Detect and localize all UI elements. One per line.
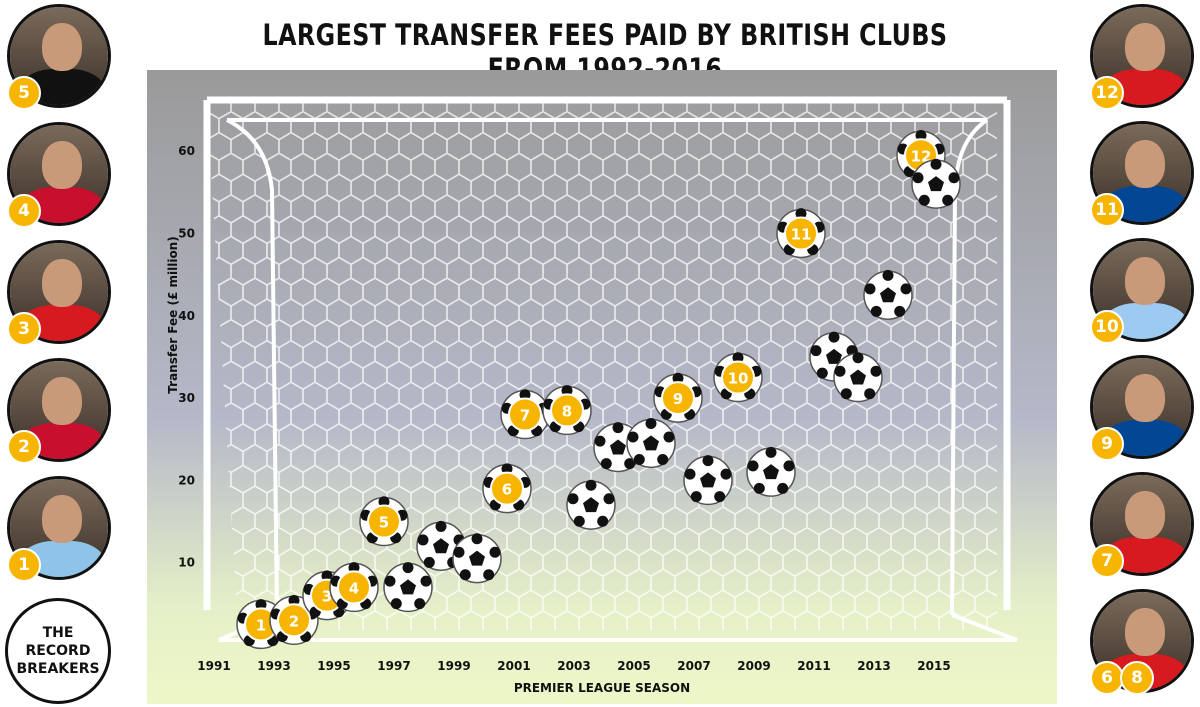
portrait-number-badge: 5: [7, 76, 41, 110]
player-portrait: [7, 240, 111, 344]
x-tick-label: 2007: [677, 659, 710, 673]
football-point: [746, 446, 796, 497]
football-point: [626, 418, 676, 469]
y-tick-label: 30: [178, 391, 195, 405]
portrait-number-badge: 8: [1120, 661, 1154, 695]
point-badge: [784, 216, 818, 251]
chart-title: LARGEST TRANSFER FEES PAID BY BRITISH CL…: [262, 18, 948, 86]
point-badge: [367, 504, 401, 539]
x-tick-label: 2011: [797, 659, 830, 673]
point-label: 4: [349, 579, 359, 597]
football-point: [911, 158, 961, 209]
y-axis-label: Transfer Fee (£ million): [166, 236, 180, 393]
football-point: [383, 562, 433, 613]
y-tick-label: 50: [178, 226, 195, 240]
point-label: 3: [322, 588, 332, 606]
point-label: 12: [911, 147, 932, 165]
football-point: 5: [359, 496, 409, 547]
record-line-2: RECORD: [25, 643, 91, 659]
football-point: 9: [653, 372, 703, 423]
x-tick-label: 1997: [377, 659, 410, 673]
x-tick-label: 2001: [497, 659, 530, 673]
portrait-number-badge: 12: [1090, 76, 1124, 110]
player-portrait: [7, 4, 111, 108]
point-label: 9: [673, 390, 683, 408]
football-point: 4: [329, 562, 379, 613]
portrait-number-badge: 6: [1090, 661, 1124, 695]
point-label: 10: [728, 370, 749, 388]
record-line-1: THE: [42, 625, 74, 641]
x-tick-label: 1991: [197, 659, 230, 673]
point-label: 6: [502, 481, 512, 499]
point-label: 5: [379, 514, 389, 532]
x-tick-label: 1993: [257, 659, 290, 673]
portrait-number-badge: 1: [7, 548, 41, 582]
portrait-number-badge: 10: [1090, 310, 1124, 344]
record-breakers-badge: THE RECORD BREAKERS: [5, 598, 111, 704]
y-tick-label: 40: [178, 309, 195, 323]
x-tick-label: 2015: [917, 659, 950, 673]
point-label: 7: [520, 407, 530, 425]
portrait-number-badge: 7: [1090, 544, 1124, 578]
portrait-number-badge: 3: [7, 312, 41, 346]
football-point: 11: [776, 208, 826, 259]
portrait-number-badge: 2: [7, 430, 41, 464]
football-point: 8: [542, 385, 592, 436]
point-badge: [277, 603, 311, 638]
goal-net: [207, 100, 1007, 630]
x-axis-label: PREMIER LEAGUE SEASON: [514, 681, 690, 695]
point-label: 8: [562, 402, 572, 420]
x-tick-label: 1995: [317, 659, 350, 673]
record-line-3: BREAKERS: [16, 661, 100, 677]
football-point: [452, 533, 502, 584]
x-tick-label: 2013: [857, 659, 890, 673]
point-badge: [661, 381, 695, 416]
point-badge: [337, 570, 371, 605]
football-point: [683, 455, 733, 506]
football-point: [833, 352, 883, 403]
y-tick-label: 20: [178, 473, 195, 487]
football-point: 6: [482, 463, 532, 514]
x-tick-label: 2009: [737, 659, 770, 673]
point-badge: [721, 360, 755, 395]
chart-area: 10 20 30 40 50 60 1991 1993 1995 1997 1999 2001 200…: [147, 70, 1057, 704]
football-point: [863, 269, 913, 320]
point-label: 2: [289, 612, 299, 630]
football-point: [566, 479, 616, 530]
football-point: 7: [500, 389, 550, 440]
y-tick-label: 60: [178, 144, 195, 158]
portrait-number-badge: 9: [1090, 427, 1124, 461]
point-badge: [508, 397, 542, 432]
football-point: 10: [713, 352, 763, 403]
point-label: 1: [256, 616, 266, 634]
point-badge: [550, 393, 584, 428]
goal-frame: [203, 96, 1018, 642]
x-tick-label: 2005: [617, 659, 650, 673]
x-tick-label: 1999: [437, 659, 470, 673]
portrait-number-badge: 11: [1090, 193, 1124, 227]
point-label: 11: [791, 225, 812, 243]
x-tick-label: 2003: [557, 659, 590, 673]
y-tick-label: 10: [178, 556, 195, 570]
point-badge: [490, 471, 524, 506]
portrait-number-badge: 4: [7, 194, 41, 228]
